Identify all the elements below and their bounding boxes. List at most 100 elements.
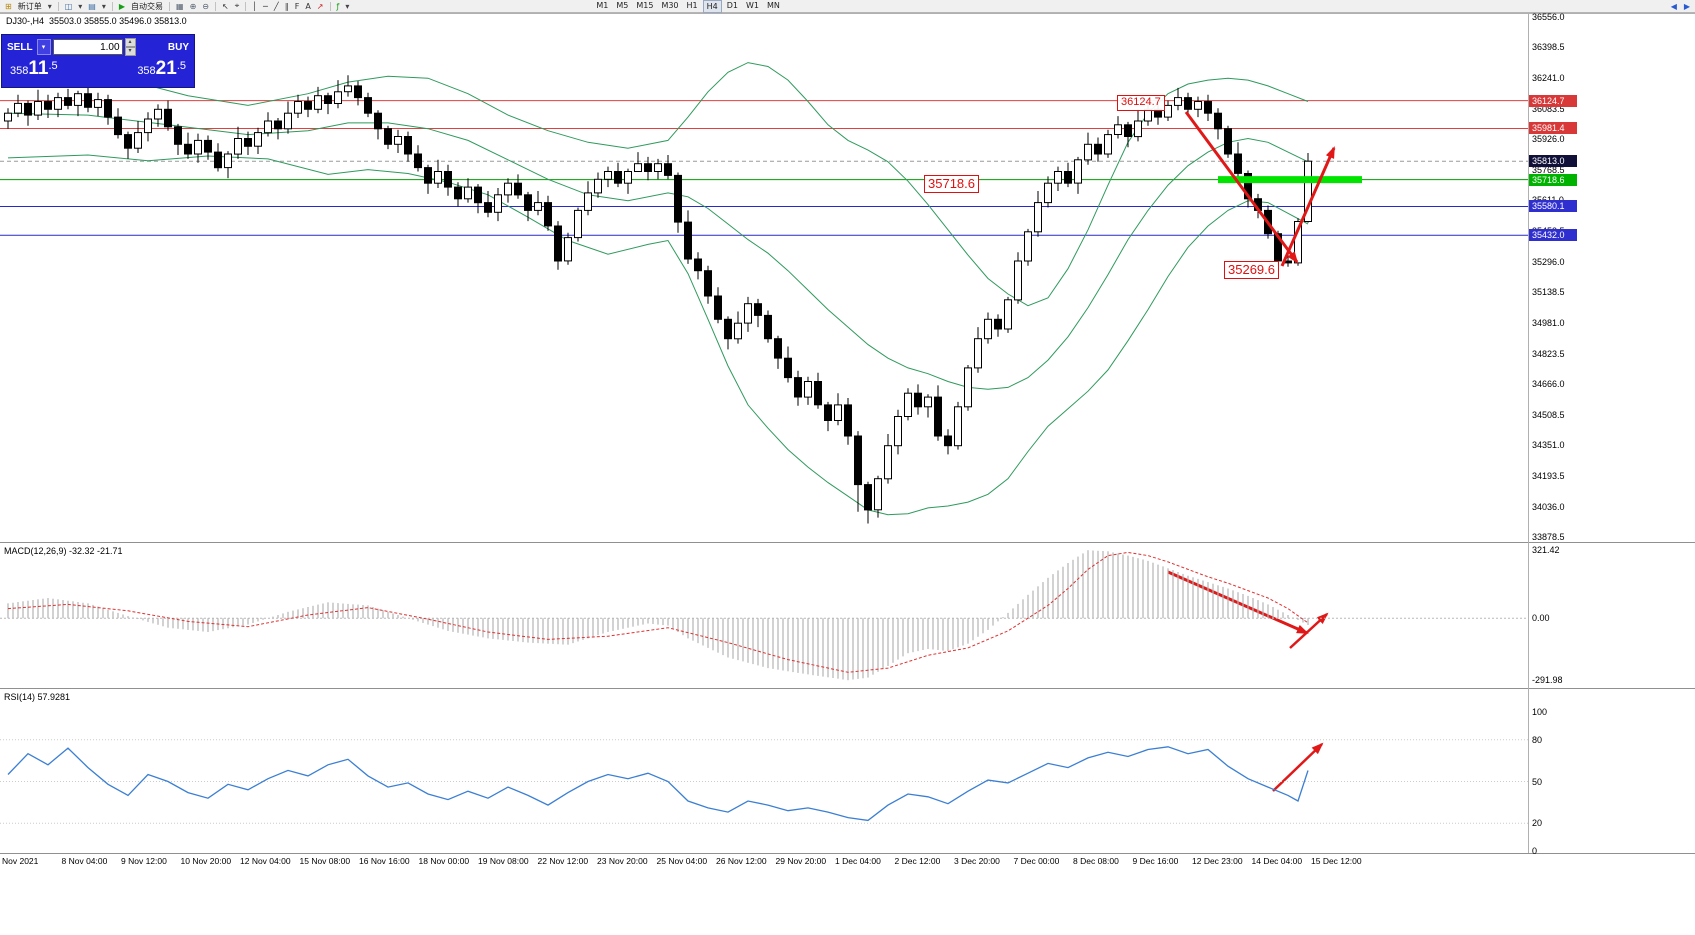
vertical-line-icon[interactable]: │ (252, 1, 258, 11)
candle-body (624, 171, 632, 184)
timeframe-mn-button[interactable]: MN (767, 0, 780, 10)
candle-body (734, 322, 742, 340)
trendline-icon[interactable]: ╱ (273, 1, 279, 11)
price-annotation[interactable]: 35718.6 (924, 175, 979, 194)
candle-body (224, 153, 232, 169)
channel-icon[interactable]: ∥ (284, 1, 289, 11)
stepper-up-icon[interactable]: ▴ (124, 38, 136, 47)
volume-dropdown-icon[interactable]: ▾ (36, 39, 51, 55)
chart-shift-icon[interactable]: ▶ (1683, 1, 1690, 11)
price-axis-tick: 36241.0 (1532, 72, 1565, 83)
rsi-axis-tick: 80 (1532, 734, 1543, 745)
candle-body (374, 112, 382, 130)
new-order-caret[interactable]: ▾ (47, 1, 52, 11)
volume-stepper[interactable]: ▴ ▾ (124, 38, 136, 56)
sell-button[interactable]: SELL (7, 41, 33, 53)
profiles-caret[interactable]: ▾ (101, 1, 106, 11)
candle-body (714, 295, 722, 320)
sell-price[interactable]: 35811.5 (10, 59, 58, 78)
new-order-icon[interactable]: ⊞ (5, 1, 12, 11)
price-annotation[interactable]: 36124.7 (1117, 95, 1165, 111)
candle-body (164, 108, 172, 128)
zoom-in-icon[interactable]: ⊕ (189, 1, 197, 11)
candle-body (54, 97, 62, 110)
sell-price-big: 11 (28, 58, 49, 79)
timeframe-m30-button[interactable]: M30 (661, 0, 679, 10)
price-annotation[interactable]: 35269.6 (1224, 261, 1279, 280)
time-axis-label: 1 Dec 04:00 (835, 856, 881, 866)
autotrade-label[interactable]: 自动交易 (131, 1, 164, 11)
horizontal-line-icon[interactable]: ─ (263, 1, 268, 11)
text-icon[interactable]: A (305, 1, 311, 11)
time-axis-label: 23 Nov 20:00 (597, 856, 648, 866)
timeframe-h1-button[interactable]: H1 (686, 0, 698, 10)
candle-body (1204, 101, 1212, 114)
candle-body (824, 404, 832, 421)
timeframe-m1-button[interactable]: M1 (596, 0, 609, 10)
candle-body (244, 138, 252, 147)
candle-body (304, 101, 312, 110)
crosshair-icon[interactable]: ⌖ (234, 1, 240, 10)
candle-body (864, 484, 872, 511)
price-axis-tick: 34823.5 (1532, 348, 1565, 359)
candle-body (174, 126, 182, 145)
buy-price[interactable]: 35821.5 (137, 59, 186, 78)
macd-axis-tick: 0.00 (1532, 613, 1550, 624)
charts-caret[interactable]: ▾ (78, 1, 83, 11)
candle-body (4, 112, 12, 122)
candle-body (1084, 143, 1092, 161)
indicators-caret[interactable]: ▾ (345, 1, 350, 11)
price-axis-tick: 34193.5 (1532, 471, 1565, 482)
timeframe-w1-button[interactable]: W1 (746, 0, 759, 10)
timeframe-m5-button[interactable]: M5 (616, 0, 629, 10)
price-axis-tick: 35138.5 (1532, 287, 1565, 298)
candle-body (604, 171, 612, 180)
tile-windows-icon[interactable]: ▦ (176, 1, 184, 11)
zoom-out-icon[interactable]: ⊖ (202, 1, 209, 11)
trend-arrow[interactable] (1289, 612, 1329, 649)
price-axis-tick: 35768.5 (1532, 164, 1565, 175)
timeframe-m15-button[interactable]: M15 (636, 0, 654, 10)
chart-scroll-left-icon[interactable]: ◀ (1670, 1, 1677, 11)
sell-price-suffix: .5 (48, 60, 58, 72)
indicators-icon[interactable]: ƒ (336, 1, 340, 11)
new-order-label[interactable]: 新订单 (17, 1, 42, 11)
candle-body (404, 136, 412, 155)
candle-body (594, 178, 602, 194)
charts-icon[interactable]: ◫ (64, 1, 73, 11)
candle-body (434, 171, 442, 184)
candle-body (14, 102, 22, 114)
candle-body (724, 318, 732, 340)
toolbar: ⊞ 新订单 ▾ ◫ ▾ ▤ ▾ ▶ 自动交易 ▦ ⊕ ⊖ ↖ ⌖ │ ─ ╱ ∥ F A ↗ ƒ ▾ M1 M5 M15 M30 H1… (0, 0, 1695, 13)
timeframe-h4-button[interactable]: H4 (702, 0, 722, 13)
price-axis-tick: 33878.5 (1532, 532, 1565, 543)
time-axis-label: 19 Nov 08:00 (478, 856, 529, 866)
candle-body (24, 102, 32, 116)
candle-body (1234, 153, 1242, 174)
timeframe-d1-button[interactable]: D1 (726, 0, 738, 10)
candle-body (574, 209, 582, 239)
buy-price-prefix: 358 (137, 65, 156, 77)
volume-input[interactable] (52, 39, 123, 55)
buy-button[interactable]: BUY (167, 41, 189, 53)
trend-arrow[interactable] (1272, 742, 1324, 792)
candle-body (904, 392, 912, 418)
candle-body (674, 174, 682, 223)
candle-body (854, 435, 862, 486)
candle-body (784, 357, 792, 379)
stepper-down-icon[interactable]: ▾ (124, 47, 136, 56)
candle-body (34, 101, 42, 116)
cursor-icon[interactable]: ↖ (222, 1, 229, 11)
candle-body (474, 186, 482, 204)
candle-body (1134, 120, 1142, 138)
time-axis-label: 8 Dec 08:00 (1073, 856, 1119, 866)
trend-arrow[interactable] (1184, 111, 1299, 264)
trend-arrow[interactable] (1280, 146, 1336, 267)
profiles-icon[interactable]: ▤ (88, 1, 96, 11)
candle-body (464, 186, 472, 200)
arrow-tool-icon[interactable]: ↗ (316, 1, 324, 11)
fibonacci-icon[interactable]: F (294, 1, 300, 11)
autotrade-icon[interactable]: ▶ (118, 1, 126, 11)
candle-body (1174, 97, 1182, 106)
